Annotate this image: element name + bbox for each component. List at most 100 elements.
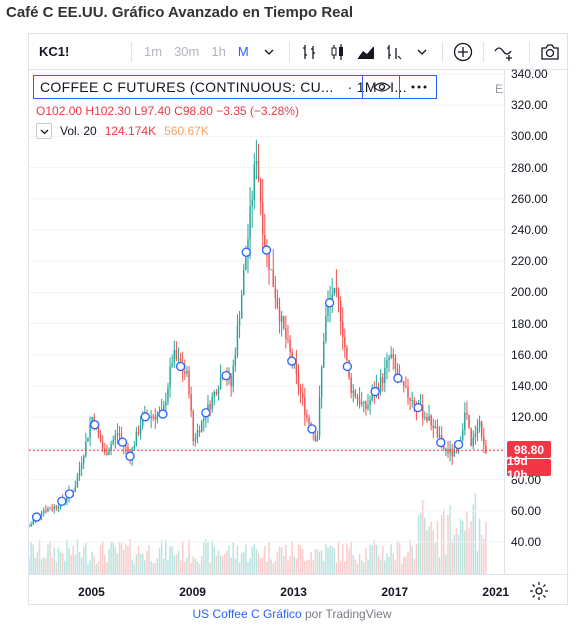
volume-bar xyxy=(144,559,146,574)
bar-chart-icon[interactable] xyxy=(299,41,321,63)
volume-legend: Vol. 20 124.174K 560.67K xyxy=(36,123,209,139)
candle-chart-icon[interactable] xyxy=(327,41,349,63)
candle-body xyxy=(169,366,171,388)
volume-bar xyxy=(352,555,354,574)
candle-body xyxy=(80,463,83,469)
candle-body xyxy=(253,164,256,201)
volume-bar xyxy=(133,563,136,574)
candle-body xyxy=(219,377,222,389)
volume-bar xyxy=(91,551,93,574)
candle-body xyxy=(137,432,140,434)
more-options-icon[interactable] xyxy=(399,76,437,98)
volume-bar xyxy=(358,553,361,574)
candle-body xyxy=(45,510,47,512)
event-marker xyxy=(342,361,353,372)
timeframe-1m[interactable]: 1m xyxy=(144,44,163,59)
volume-bar xyxy=(106,562,108,574)
time-tick-label: 2009 xyxy=(179,585,206,599)
volume-bar xyxy=(470,521,472,574)
indicators-chevron-icon[interactable] xyxy=(411,41,433,63)
attribution-link[interactable]: US Coffee C Gráfico xyxy=(192,607,302,621)
candle-body xyxy=(464,412,466,430)
timeframe-month[interactable]: M xyxy=(237,44,249,59)
area-chart-icon[interactable] xyxy=(355,41,377,63)
candle-body xyxy=(432,425,434,429)
volume-bar xyxy=(474,493,477,574)
timeframe-30m[interactable]: 30m xyxy=(174,44,200,59)
volume-bar xyxy=(51,558,53,574)
candle-body xyxy=(394,357,397,369)
volume-bar xyxy=(200,556,203,574)
volume-bar xyxy=(203,542,205,574)
volume-bar xyxy=(99,545,102,574)
candle-body xyxy=(101,442,104,449)
candle-body xyxy=(295,364,298,374)
timeframe-chevron-icon[interactable] xyxy=(258,41,280,63)
indicators-icon[interactable] xyxy=(383,41,405,63)
series-name[interactable]: COFFEE C FUTURES (CONTINUOUS: CU... xyxy=(40,79,334,95)
candle-body xyxy=(268,249,270,270)
volume-bar xyxy=(369,544,371,574)
candle-body xyxy=(78,468,81,477)
volume-bar xyxy=(158,548,161,574)
candle-body xyxy=(344,336,346,348)
ohlc-values: O102.00 H102.30 L97.40 C98.80 −3.35 (−3.… xyxy=(36,104,299,118)
candle-body xyxy=(152,416,154,418)
chart-plot-area[interactable] xyxy=(29,70,504,574)
candle-body xyxy=(483,436,485,446)
volume-bar xyxy=(45,558,47,574)
volume-bar xyxy=(440,515,443,574)
volume-bar xyxy=(224,553,226,574)
candle-body xyxy=(354,390,357,398)
candle-body xyxy=(259,179,262,203)
eye-icon[interactable] xyxy=(362,76,400,98)
volume-bar xyxy=(59,551,62,574)
open-value: 102.00 xyxy=(45,104,83,118)
volume-bar xyxy=(127,545,129,574)
candle-body xyxy=(381,377,384,384)
volume-bar xyxy=(320,550,323,574)
event-marker xyxy=(57,496,67,506)
volume-bar xyxy=(154,563,157,574)
volume-bar xyxy=(152,563,154,574)
candle-body xyxy=(133,446,136,449)
candle-body xyxy=(110,444,112,451)
symbol-search[interactable]: KC1! xyxy=(39,44,70,59)
series-legend[interactable]: COFFEE C FUTURES (CONTINUOUS: CU... · 1M… xyxy=(33,75,437,99)
candle-body xyxy=(472,437,474,447)
compare-icon[interactable] xyxy=(493,41,515,63)
event-marker xyxy=(370,386,380,397)
candle-body xyxy=(421,404,424,418)
volume-bar xyxy=(221,555,224,574)
volume-bar xyxy=(339,560,342,574)
candle-body xyxy=(318,397,321,436)
candle-body xyxy=(407,387,409,398)
volume-bar xyxy=(135,554,138,574)
timeframe-1h[interactable]: 1h xyxy=(211,44,226,59)
candle-body xyxy=(297,373,300,389)
candle-body xyxy=(285,328,287,340)
settings-gear-icon[interactable] xyxy=(529,581,549,601)
volume-bar xyxy=(163,558,165,574)
price-axis[interactable]: 340.00 320.00 300.00 280.00 260.00 240.00 220.… xyxy=(504,67,569,574)
candle-body xyxy=(459,439,462,441)
candle-body xyxy=(209,403,211,410)
collapse-chevron-icon[interactable] xyxy=(36,123,52,139)
event-marker xyxy=(31,512,42,522)
toolbar-divider xyxy=(441,41,443,62)
candle-body xyxy=(371,393,373,401)
volume-bar xyxy=(148,545,150,574)
tradingview-widget: KC1! 1m 30m 1h M xyxy=(28,33,569,606)
volume-bar xyxy=(276,551,279,574)
volume-bar xyxy=(165,539,167,574)
time-axis[interactable]: 2005 2009 2013 2017 2021 xyxy=(29,574,569,606)
volume-bar xyxy=(196,561,199,574)
add-plus-icon[interactable] xyxy=(452,41,474,63)
candle-body xyxy=(396,368,399,378)
volume-bar xyxy=(438,557,441,574)
volume-bar xyxy=(123,550,125,574)
camera-icon[interactable] xyxy=(539,41,561,63)
page-title: Café C EE.UU. Gráfico Avanzado en Tiempo… xyxy=(6,4,354,21)
candle-body xyxy=(470,428,472,447)
price-chart[interactable] xyxy=(29,70,504,574)
